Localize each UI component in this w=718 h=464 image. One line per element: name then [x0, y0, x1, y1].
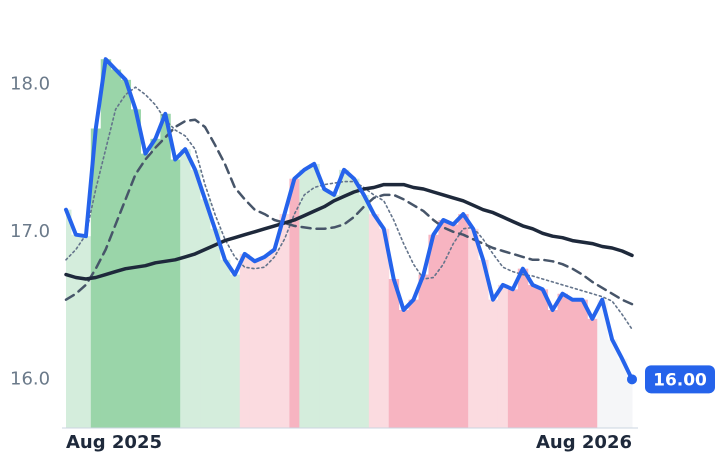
- shade-bar: [239, 253, 251, 428]
- y-tick-label: 17.0: [10, 221, 50, 242]
- average-line: [64, 118, 634, 306]
- average-line: [64, 182, 634, 281]
- shade-bar: [309, 163, 320, 428]
- shade-bar: [468, 228, 479, 428]
- shade-bar: [279, 214, 290, 428]
- shade-bar: [70, 234, 82, 428]
- shade-bar: [349, 178, 360, 428]
- shade-bar: [428, 234, 439, 428]
- shade-bar: [398, 309, 410, 428]
- shade-bar: [229, 274, 241, 428]
- shade-bar: [597, 299, 608, 428]
- shade-bar: [319, 189, 330, 428]
- shade-bar: [170, 159, 181, 428]
- shade-bar: [557, 293, 568, 428]
- shade-bar: [537, 289, 549, 428]
- shade-bar: [418, 274, 429, 428]
- shade-bar: [567, 299, 578, 428]
- shade-bar: [259, 256, 271, 428]
- value-label: 16.00: [653, 370, 707, 390]
- shade-bar: [527, 284, 539, 428]
- shade-bar: [577, 299, 588, 428]
- shade-bar: [497, 284, 509, 428]
- shade-bar: [478, 259, 489, 428]
- shade-bar: [458, 214, 469, 428]
- y-tick-label: 16.0: [10, 368, 50, 389]
- shade-bar: [190, 169, 201, 429]
- shade-bar: [219, 259, 231, 428]
- last-point: [627, 374, 637, 385]
- shade-bar: [368, 214, 380, 428]
- shade-bar: [120, 79, 132, 428]
- shade-bar: [160, 113, 171, 429]
- shade-bar: [587, 318, 598, 428]
- shade-bar: [358, 194, 370, 428]
- shade-bar: [627, 379, 633, 428]
- shade-bar: [329, 194, 340, 428]
- x-tick-label: Aug 2026: [536, 432, 632, 453]
- shade-bar: [299, 169, 310, 429]
- shade-bar: [140, 153, 151, 428]
- shade-bar: [378, 228, 390, 428]
- shade-bar: [180, 149, 191, 429]
- shade-bar: [617, 358, 628, 428]
- shade-bar: [488, 299, 499, 428]
- price-line: [64, 57, 634, 382]
- shade-bar: [438, 219, 449, 428]
- y-tick-label: 18.0: [10, 73, 50, 94]
- shade-bar: [66, 209, 72, 428]
- shade-bar: [150, 138, 161, 428]
- shade-bar: [200, 199, 211, 428]
- shade-bar: [388, 278, 400, 428]
- shade-bar: [110, 69, 122, 428]
- shade-bar: [408, 299, 420, 428]
- shade-bar: [249, 261, 261, 428]
- shade-bar: [517, 268, 529, 428]
- shade-bar: [209, 228, 221, 428]
- shade-bar: [80, 236, 92, 428]
- shade-bar: [607, 339, 618, 428]
- shade-bar: [507, 289, 519, 428]
- x-tick-label: Aug 2025: [66, 432, 162, 453]
- shade-bar: [339, 169, 350, 429]
- shade-bar: [289, 178, 300, 428]
- shade-bar: [448, 224, 459, 428]
- shade-bar: [547, 309, 559, 428]
- shade-bar: [100, 59, 112, 428]
- shade-bar: [269, 249, 280, 428]
- value-badge: [645, 365, 715, 394]
- average-line: [65, 86, 633, 330]
